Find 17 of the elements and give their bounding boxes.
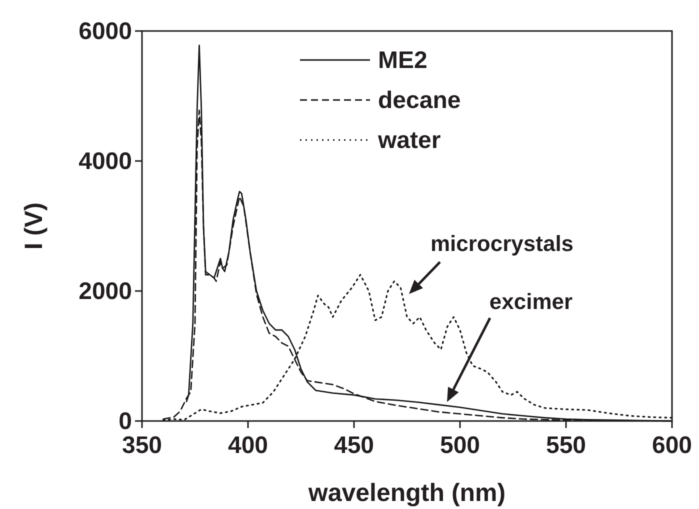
y-tick-label: 4000 bbox=[78, 148, 132, 175]
x-tick-label: 400 bbox=[228, 432, 268, 459]
legend-label: water bbox=[377, 127, 441, 154]
y-axis-title: I (V) bbox=[20, 202, 48, 250]
y-tick-label: 0 bbox=[118, 408, 132, 435]
x-axis-title: wavelength (nm) bbox=[307, 479, 506, 507]
y-tick-label: 6000 bbox=[78, 18, 132, 45]
x-tick-label: 600 bbox=[652, 432, 692, 459]
legend-label: ME2 bbox=[378, 47, 428, 74]
x-tick-label: 450 bbox=[334, 432, 374, 459]
x-tick-label: 500 bbox=[440, 432, 480, 459]
y-tick-label: 2000 bbox=[78, 278, 132, 305]
legend-label: decane bbox=[378, 87, 461, 114]
x-tick-label: 350 bbox=[122, 432, 162, 459]
annotation: microcrystals bbox=[430, 231, 574, 256]
x-tick-label: 550 bbox=[546, 432, 586, 459]
annotation: excimer bbox=[489, 289, 574, 314]
